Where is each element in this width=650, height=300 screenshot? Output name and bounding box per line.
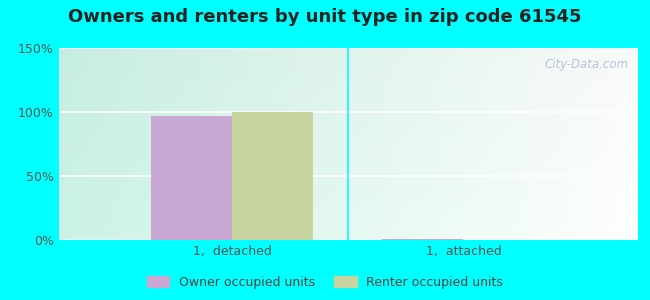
Legend: Owner occupied units, Renter occupied units: Owner occupied units, Renter occupied un…: [142, 271, 508, 294]
Bar: [232, 112, 313, 240]
Text: Owners and renters by unit type in zip code 61545: Owners and renters by unit type in zip c…: [68, 8, 582, 26]
Bar: [151, 116, 232, 240]
Bar: [382, 239, 463, 240]
Text: City-Data.com: City-Data.com: [544, 58, 629, 70]
